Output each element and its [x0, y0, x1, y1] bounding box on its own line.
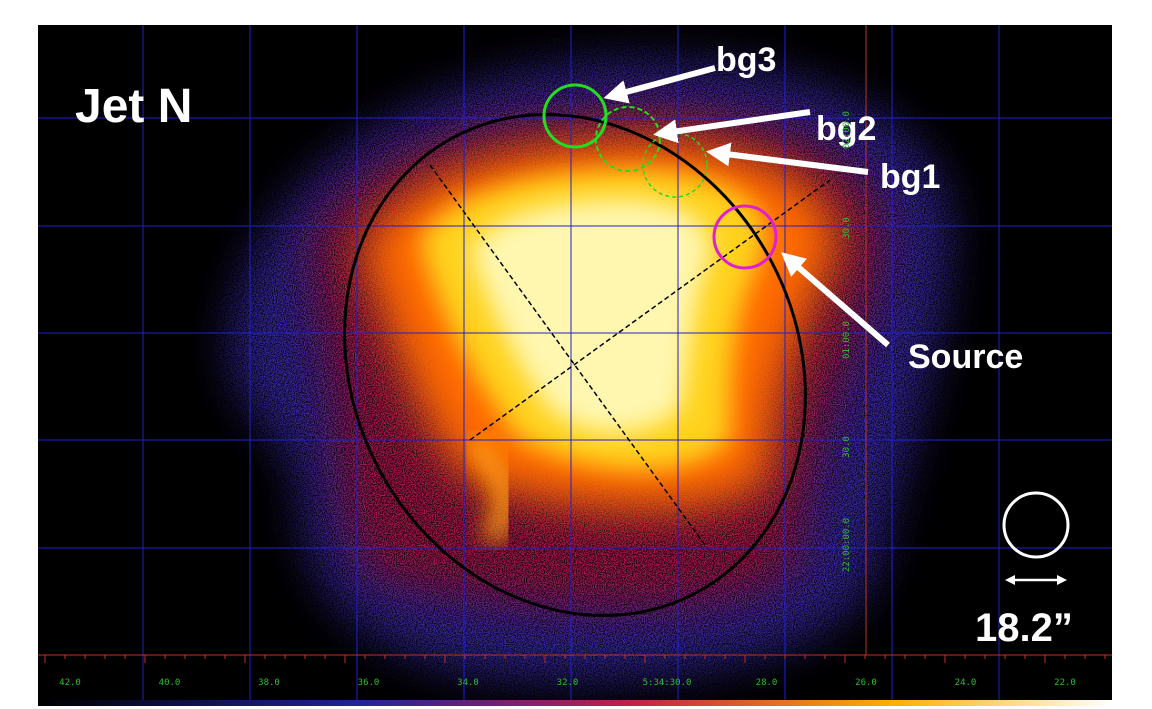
x-tick-label: 36.0 [358, 678, 380, 688]
y-tick-label: 22:00:00.0 [842, 518, 852, 572]
figure: Jet N bg3 bg2 bg1 Source 18.2” 42.040.03… [0, 0, 1152, 709]
x-tick-label: 5:34:30.0 [643, 678, 692, 688]
y-tick-label: 30.0 [842, 436, 852, 458]
scale-label: 18.2” [975, 606, 1073, 650]
region-label: bg1 [880, 158, 940, 196]
x-tick-label: 32.0 [557, 678, 579, 688]
x-tick-label: 26.0 [855, 678, 877, 688]
y-tick-label: 30.0 [842, 217, 852, 239]
page: Jet N bg3 bg2 bg1 Source 18.2” 42.040.03… [0, 0, 1152, 709]
y-tick-label: 02:00.0 [842, 111, 852, 149]
x-tick-label: 24.0 [955, 678, 977, 688]
x-tick-label: 28.0 [756, 678, 778, 688]
title: Jet N [75, 80, 192, 133]
x-tick-label: 38.0 [258, 678, 280, 688]
colorbar [38, 700, 1112, 706]
x-tick-label: 42.0 [59, 678, 81, 688]
y-tick-label: 01:00.0 [842, 321, 852, 359]
region-label: Source [908, 338, 1023, 376]
x-tick-label: 34.0 [457, 678, 479, 688]
x-tick-label: 22.0 [1054, 678, 1076, 688]
x-tick-label: 40.0 [159, 678, 181, 688]
region-label: bg3 [716, 41, 776, 79]
